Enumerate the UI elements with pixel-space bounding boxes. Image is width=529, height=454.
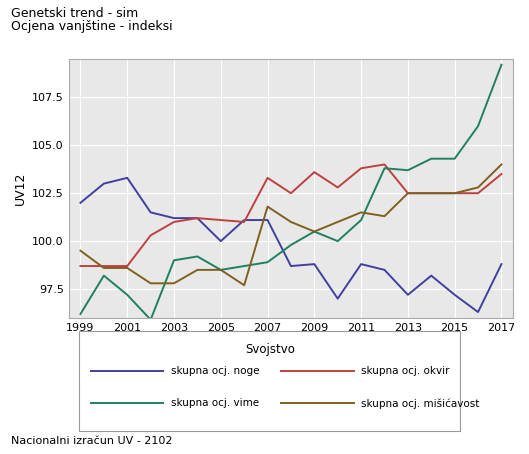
Text: skupna ocj. mišićavost: skupna ocj. mišićavost	[361, 398, 480, 409]
FancyBboxPatch shape	[79, 331, 460, 431]
Y-axis label: UV12: UV12	[14, 172, 26, 205]
Text: skupna ocj. okvir: skupna ocj. okvir	[361, 366, 450, 376]
Text: skupna ocj. noge: skupna ocj. noge	[171, 366, 259, 376]
Text: Ocjena vanjštine - indeksi: Ocjena vanjštine - indeksi	[11, 20, 172, 34]
Text: Nacionalni izračun UV - 2102: Nacionalni izračun UV - 2102	[11, 436, 172, 446]
Text: Genetski trend - sim: Genetski trend - sim	[11, 7, 138, 20]
Text: skupna ocj. vime: skupna ocj. vime	[171, 398, 259, 408]
X-axis label: Godina rođenja: Godina rođenja	[243, 338, 339, 351]
Text: Svojstvo: Svojstvo	[245, 343, 295, 356]
